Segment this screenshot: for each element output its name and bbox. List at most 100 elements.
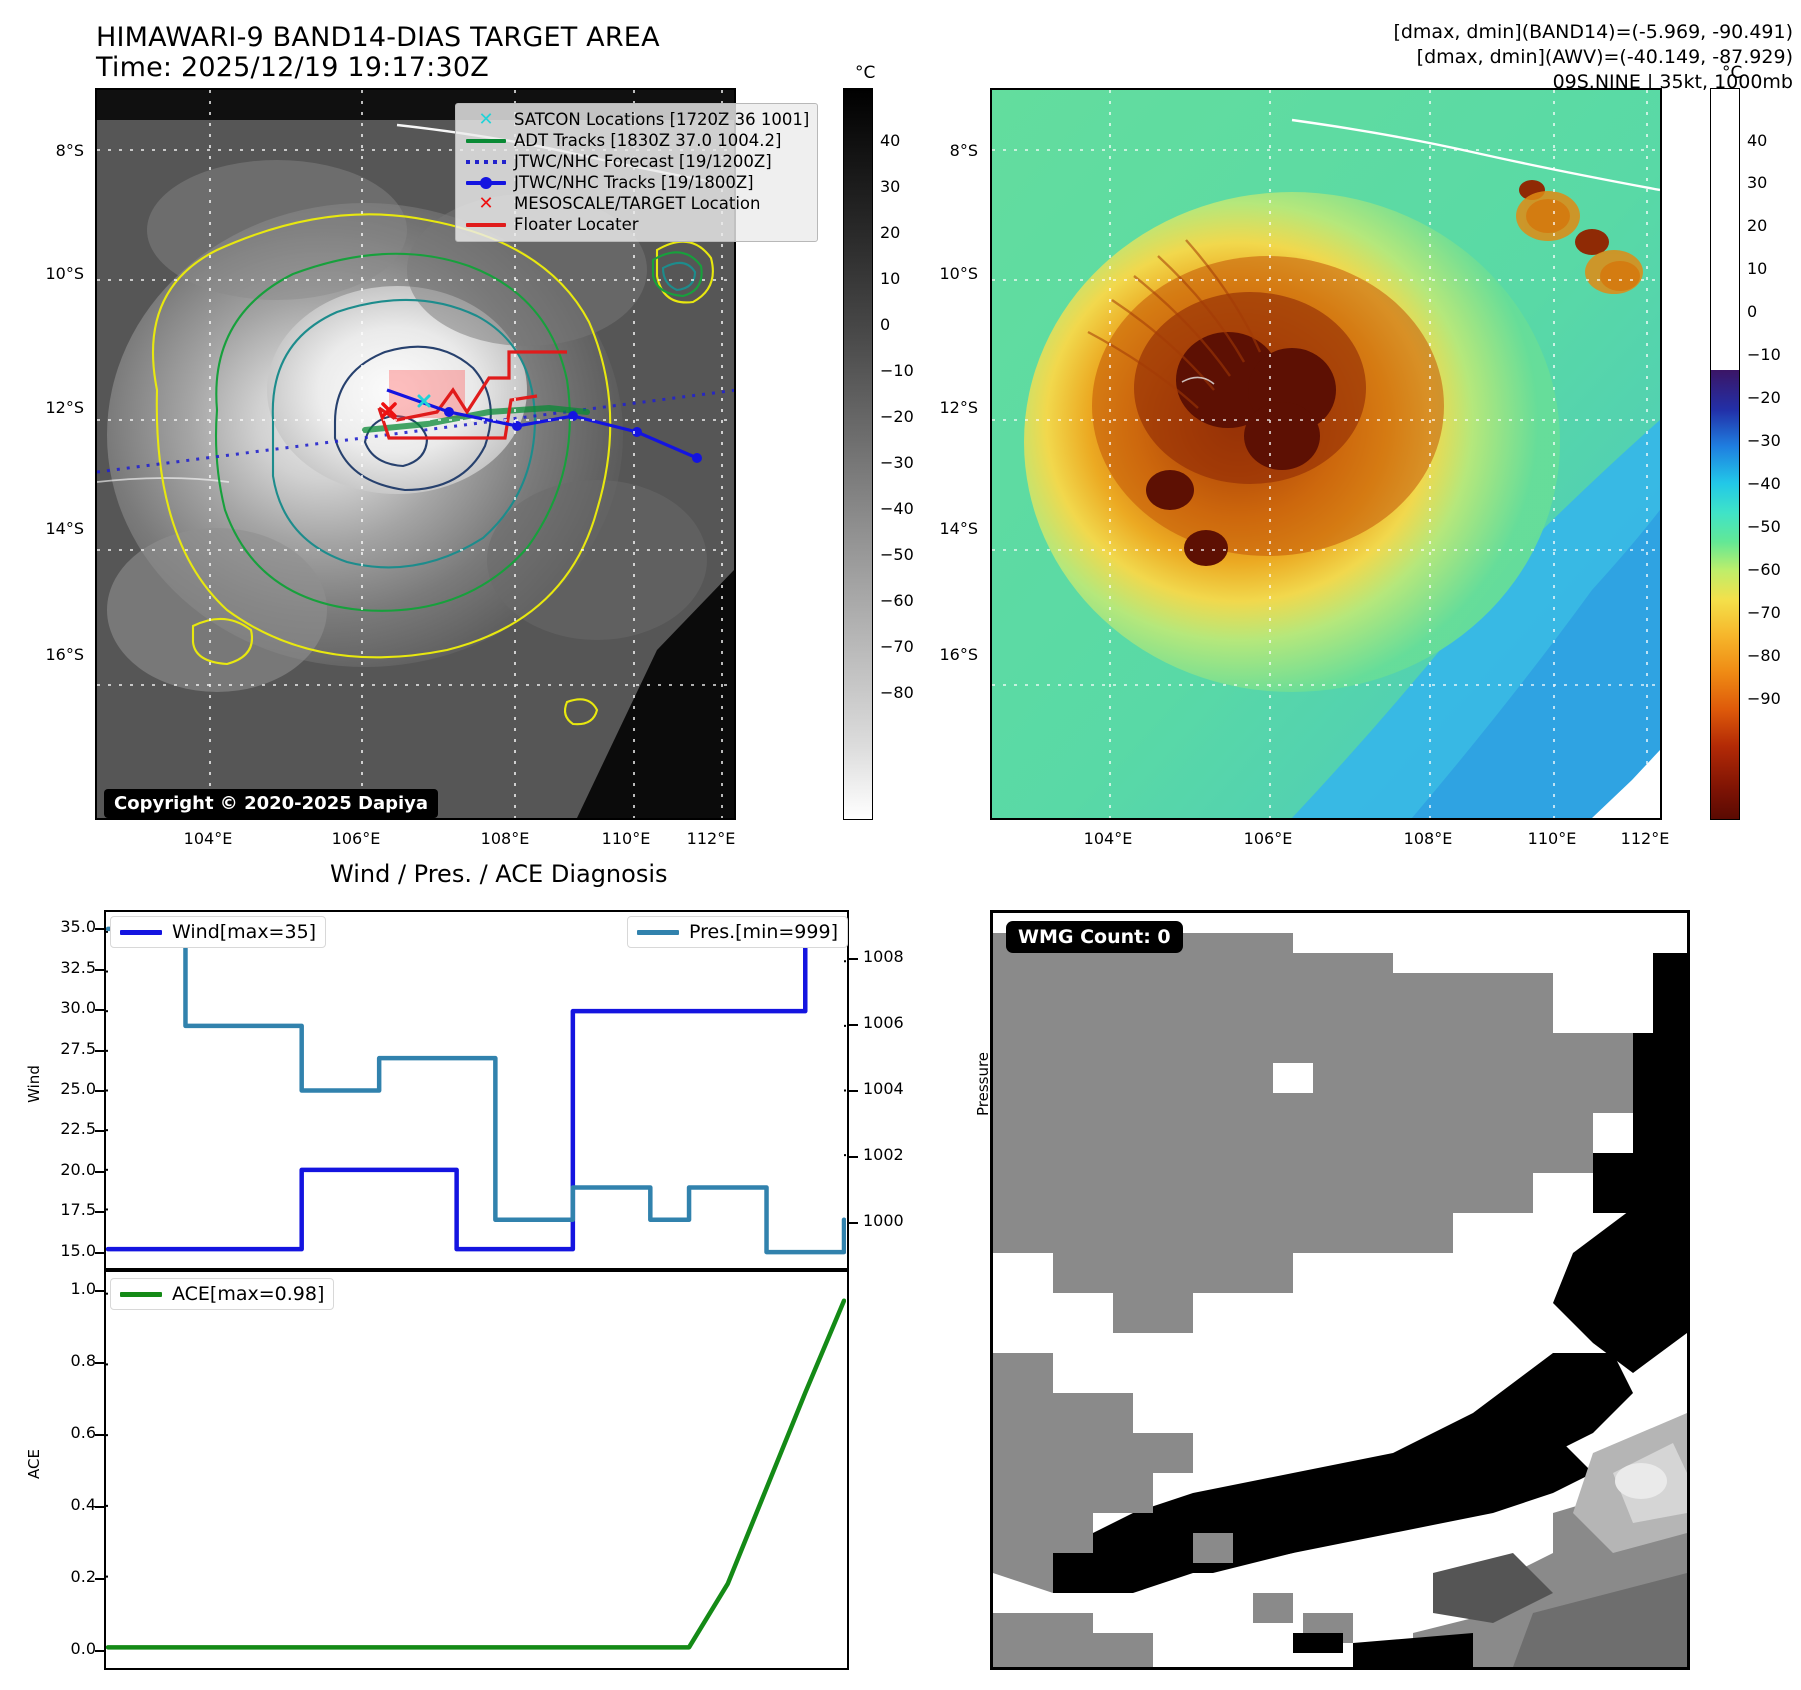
- wind-legend-label: Wind[max=35]: [172, 921, 317, 943]
- pressure-legend-label: Pres.[min=999]: [689, 921, 838, 943]
- ace-ytick-mark-5: [95, 1290, 104, 1292]
- legend-label-jtwc-tracks: JTWC/NHC Tracks [19/1800Z]: [514, 173, 754, 192]
- wind-pressure-chart[interactable]: 15.017.520.022.525.027.530.032.535.01000…: [104, 910, 849, 1270]
- solid-line-icon: [464, 138, 508, 143]
- ir-lon-tick-3: 110°E: [601, 829, 651, 848]
- awv-lat-tick-1: 10°S: [939, 264, 978, 283]
- ace-ytick-mark-3: [95, 1434, 104, 1436]
- awv-lon-tick-3: 110°E: [1527, 829, 1577, 848]
- awv-cb-tick-1: 30: [1747, 173, 1768, 192]
- ir-cb-tick-4: 0: [880, 315, 891, 334]
- ir-map-legend: ✕ SATCON Locations [1720Z 36 1001] ADT T…: [455, 103, 819, 242]
- ir-colorbar: [843, 88, 873, 820]
- wind-ytick-7: 32.5: [60, 957, 96, 977]
- pressure-ytick-2: 1004: [863, 1079, 904, 1098]
- ir-cb-tick-1: 30: [880, 177, 901, 196]
- awv-colorbar: [1710, 88, 1740, 820]
- awv-enhanced-map[interactable]: [990, 88, 1662, 820]
- ir-cb-tick-11: −70: [880, 637, 914, 656]
- awv-cb-tick-5: −10: [1747, 345, 1781, 364]
- wind-ytick-mark-0: [95, 1251, 104, 1254]
- wind-ytick-mark-2: [95, 1170, 104, 1173]
- wind-ytick-1: 17.5: [60, 1200, 96, 1220]
- legend-label-adt: ADT Tracks [1830Z 37.0 1004.2]: [514, 131, 782, 150]
- ace-ytick-5: 1.0: [70, 1279, 96, 1298]
- wind-ytick-mark-7: [95, 968, 104, 971]
- legend-item-satcon[interactable]: ✕ SATCON Locations [1720Z 36 1001]: [464, 109, 809, 130]
- wmg-count-badge: WMG Count: 0: [1006, 921, 1183, 953]
- header-stats-band14: [dmax, dmin](BAND14)=(-5.969, -90.491): [1393, 21, 1793, 43]
- legend-item-jtwc-forecast[interactable]: JTWC/NHC Forecast [19/1200Z]: [464, 151, 809, 172]
- awv-colorbar-unit: °C: [1722, 63, 1743, 83]
- legend-label-jtwc-forecast: JTWC/NHC Forecast [19/1200Z]: [514, 152, 772, 171]
- awv-cb-tick-8: −40: [1747, 474, 1781, 493]
- wind-ytick-mark-6: [95, 1009, 104, 1012]
- ir-lat-tick-2: 12°S: [45, 398, 84, 417]
- pressure-ytick-0: 1000: [863, 1210, 904, 1230]
- line-with-dot-icon: [464, 176, 508, 189]
- ace-ytick-mark-0: [95, 1650, 104, 1652]
- ir-lat-tick-3: 14°S: [45, 519, 84, 538]
- ace-ytick-3: 0.6: [70, 1423, 96, 1442]
- ir-colorbar-unit: °C: [855, 63, 876, 83]
- ir-cb-tick-5: −10: [880, 361, 914, 380]
- awv-cb-tick-4: 0: [1747, 302, 1758, 321]
- awv-cb-tick-13: −90: [1747, 689, 1781, 708]
- ace-ytick-0: 0.0: [70, 1639, 96, 1658]
- ir-cb-tick-8: −40: [880, 499, 914, 518]
- pressure-ytick-mark-0: [849, 1221, 858, 1224]
- awv-cb-tick-9: −50: [1747, 517, 1781, 536]
- ace-ytick-mark-2: [95, 1506, 104, 1508]
- ir-cb-tick-6: −20: [880, 407, 914, 426]
- ir-cb-tick-9: −50: [880, 545, 914, 564]
- ir-cb-tick-7: −30: [880, 453, 914, 472]
- dotted-line-icon: [464, 159, 508, 164]
- ace-legend[interactable]: ACE[max=0.98]: [110, 1278, 335, 1310]
- awv-cb-tick-6: −20: [1747, 388, 1781, 407]
- pressure-ytick-1: 1002: [863, 1144, 904, 1164]
- ir-lon-tick-2: 108°E: [480, 829, 530, 848]
- ir-cb-tick-2: 20: [880, 223, 901, 242]
- solid-line-icon: [464, 222, 508, 227]
- pressure-ytick-3: 1006: [863, 1013, 904, 1033]
- ace-ytick-2: 0.4: [70, 1495, 96, 1514]
- wind-ytick-0: 15.0: [60, 1240, 96, 1260]
- legend-item-mesoscale[interactable]: ✕ MESOSCALE/TARGET Location: [464, 193, 809, 214]
- awv-cb-tick-3: 10: [1747, 259, 1768, 278]
- ir-lon-tick-4: 112°E: [686, 829, 736, 848]
- ir-cb-tick-12: −80: [880, 683, 914, 702]
- awv-lat-tick-3: 14°S: [939, 519, 978, 538]
- awv-cb-tick-11: −70: [1747, 603, 1781, 622]
- header-stats-awv: [dmax, dmin](AWV)=(-40.149, -87.929): [1416, 46, 1793, 68]
- wind-ytick-mark-5: [95, 1049, 104, 1052]
- wind-ytick-mark-1: [95, 1211, 104, 1214]
- wmg-map-panel[interactable]: [990, 910, 1690, 1670]
- ace-ytick-4: 0.8: [70, 1351, 96, 1370]
- ir-lon-tick-0: 104°E: [183, 829, 233, 848]
- legend-item-jtwc-tracks[interactable]: JTWC/NHC Tracks [19/1800Z]: [464, 172, 809, 193]
- x-marker-icon: ✕: [478, 192, 494, 214]
- ace-ytick-1: 0.2: [70, 1567, 96, 1586]
- legend-label-mesoscale: MESOSCALE/TARGET Location: [514, 194, 761, 213]
- ace-chart[interactable]: 0.00.20.40.60.81.0: [104, 1270, 849, 1670]
- wind-line-swatch: [120, 929, 162, 935]
- awv-lat-tick-4: 16°S: [939, 645, 978, 664]
- awv-cb-tick-2: 20: [1747, 216, 1768, 235]
- legend-item-adt[interactable]: ADT Tracks [1830Z 37.0 1004.2]: [464, 130, 809, 151]
- x-marker-icon: ✕: [478, 108, 494, 130]
- legend-item-floater[interactable]: Floater Locater: [464, 214, 809, 235]
- ir-cb-tick-3: 10: [880, 269, 901, 288]
- wind-legend[interactable]: Wind[max=35]: [110, 916, 327, 948]
- ace-legend-label: ACE[max=0.98]: [172, 1283, 325, 1305]
- pressure-legend[interactable]: Pres.[min=999]: [627, 916, 848, 948]
- awv-cb-tick-0: 40: [1747, 131, 1768, 150]
- ace-ytick-mark-4: [95, 1362, 104, 1364]
- wind-ytick-4: 25.0: [60, 1079, 96, 1098]
- awv-lon-tick-1: 106°E: [1243, 829, 1293, 848]
- ace-line-swatch: [120, 1291, 162, 1297]
- awv-lon-tick-2: 108°E: [1403, 829, 1453, 848]
- page-title: HIMAWARI-9 BAND14-DIAS TARGET AREA: [96, 22, 660, 53]
- wind-ytick-8: 35.0: [60, 917, 96, 937]
- wind-ytick-6: 30.0: [60, 998, 96, 1018]
